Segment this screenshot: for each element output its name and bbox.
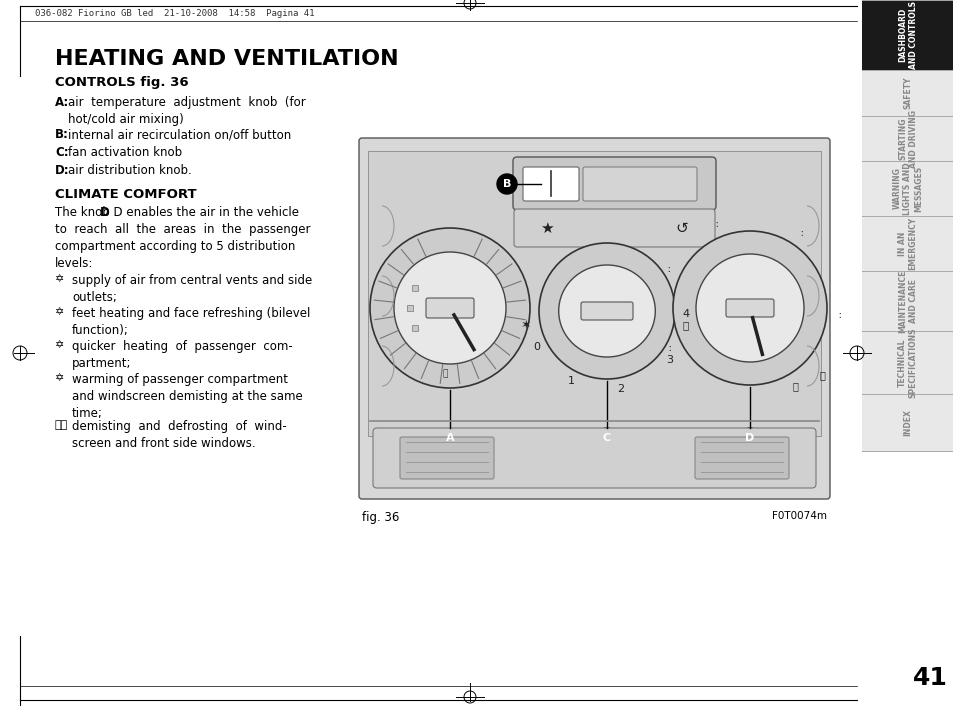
Text: B: B — [502, 179, 511, 189]
Bar — [862, 0, 953, 70]
Bar — [862, 70, 953, 116]
Text: ⓘⓘ: ⓘⓘ — [55, 420, 69, 430]
FancyBboxPatch shape — [426, 298, 474, 318]
Text: 3: 3 — [665, 354, 672, 364]
Text: HEATING AND VENTILATION: HEATING AND VENTILATION — [55, 49, 398, 69]
FancyBboxPatch shape — [514, 209, 714, 247]
Text: ✡: ✡ — [55, 340, 64, 350]
Text: SAFETY: SAFETY — [902, 77, 911, 109]
Bar — [412, 325, 418, 331]
Text: 036-082 Fiorino GB led  21-10-2008  14:58  Pagina 41: 036-082 Fiorino GB led 21-10-2008 14:58 … — [35, 9, 314, 18]
FancyBboxPatch shape — [399, 437, 494, 479]
Circle shape — [672, 231, 826, 385]
Text: air distribution knob.: air distribution knob. — [68, 164, 192, 177]
FancyBboxPatch shape — [580, 302, 633, 320]
Text: ⓘ: ⓘ — [791, 381, 797, 391]
Circle shape — [439, 428, 459, 448]
Text: ✡: ✡ — [55, 373, 64, 383]
Bar — [862, 216, 953, 271]
Text: internal air recirculation on/off button: internal air recirculation on/off button — [68, 128, 291, 141]
Text: ∶: ∶ — [668, 344, 670, 354]
Text: TECHNICAL
SPECIFICATIONS: TECHNICAL SPECIFICATIONS — [898, 328, 917, 397]
Text: CONTROLS fig. 36: CONTROLS fig. 36 — [55, 76, 189, 89]
Text: fan activation knob: fan activation knob — [68, 146, 182, 159]
Circle shape — [597, 428, 617, 448]
FancyBboxPatch shape — [725, 299, 773, 317]
Text: A: A — [445, 433, 454, 443]
Text: A:: A: — [55, 96, 70, 109]
Text: demisting  and  defrosting  of  wind-
screen and front side windows.: demisting and defrosting of wind- screen… — [71, 420, 287, 450]
Text: F0T0074m: F0T0074m — [771, 511, 826, 521]
Text: ✶: ✶ — [520, 318, 531, 332]
Text: supply of air from central vents and side
outlets;: supply of air from central vents and sid… — [71, 274, 312, 304]
Bar — [862, 331, 953, 394]
FancyBboxPatch shape — [373, 428, 815, 488]
FancyBboxPatch shape — [695, 437, 788, 479]
Text: D:: D: — [55, 164, 70, 177]
Text: ⓘ: ⓘ — [819, 370, 824, 380]
Text: ∶: ∶ — [800, 229, 802, 239]
Text: ✡: ✡ — [55, 307, 64, 317]
Bar — [862, 161, 953, 216]
Circle shape — [696, 254, 803, 362]
Text: ∶: ∶ — [666, 265, 669, 275]
Bar — [862, 116, 953, 161]
Text: ⓘ: ⓘ — [682, 320, 688, 330]
Text: B:: B: — [55, 128, 69, 141]
Ellipse shape — [558, 265, 655, 357]
Text: fig. 36: fig. 36 — [361, 511, 399, 524]
Text: ↺: ↺ — [675, 220, 688, 236]
Text: WARNING
LIGHTS AND
MESSAGES: WARNING LIGHTS AND MESSAGES — [892, 162, 922, 215]
Text: 2: 2 — [617, 384, 623, 394]
Text: D: D — [744, 433, 754, 443]
Text: INDEX: INDEX — [902, 409, 911, 436]
Text: 1: 1 — [567, 376, 574, 386]
Circle shape — [538, 243, 675, 379]
Text: STARTING
AND DRIVING: STARTING AND DRIVING — [898, 109, 917, 167]
Text: 4: 4 — [681, 309, 689, 318]
Text: ∶: ∶ — [715, 220, 717, 229]
Bar — [862, 271, 953, 331]
Bar — [412, 285, 418, 291]
Text: 41: 41 — [912, 666, 946, 690]
FancyBboxPatch shape — [522, 167, 578, 201]
Text: MAINTENANCE
AND CARE: MAINTENANCE AND CARE — [898, 269, 917, 333]
Text: The knob D enables the air in the vehicle
to  reach  all  the  areas  in  the  p: The knob D enables the air in the vehicl… — [55, 206, 310, 270]
Text: ✡: ✡ — [55, 274, 64, 284]
Text: 0: 0 — [533, 342, 539, 352]
Text: ∶: ∶ — [838, 311, 840, 321]
Bar — [862, 394, 953, 451]
Text: warming of passenger compartment
and windscreen demisting at the same
time;: warming of passenger compartment and win… — [71, 373, 302, 420]
Text: quicker  heating  of  passenger  com-
partment;: quicker heating of passenger com- partme… — [71, 340, 293, 370]
Text: CLIMATE COMFORT: CLIMATE COMFORT — [55, 188, 196, 201]
Text: DASHBOARD
AND CONTROLS: DASHBOARD AND CONTROLS — [898, 1, 917, 69]
Text: feet heating and face refreshing (bilevel
function);: feet heating and face refreshing (bileve… — [71, 307, 310, 337]
Text: IN AN
EMERGENCY: IN AN EMERGENCY — [898, 217, 917, 270]
FancyBboxPatch shape — [358, 138, 829, 499]
Bar — [407, 305, 413, 311]
Text: air  temperature  adjustment  knob  (for
hot/cold air mixing): air temperature adjustment knob (for hot… — [68, 96, 305, 126]
Text: ⓘ: ⓘ — [442, 369, 447, 378]
Bar — [368, 151, 821, 436]
Text: ★: ★ — [539, 220, 554, 236]
Text: C:: C: — [55, 146, 69, 159]
Circle shape — [497, 174, 517, 194]
FancyBboxPatch shape — [582, 167, 697, 201]
Circle shape — [394, 252, 505, 364]
Circle shape — [370, 228, 530, 388]
Text: D: D — [100, 206, 110, 219]
FancyBboxPatch shape — [513, 157, 716, 210]
Text: C: C — [602, 433, 611, 443]
Circle shape — [740, 428, 760, 448]
